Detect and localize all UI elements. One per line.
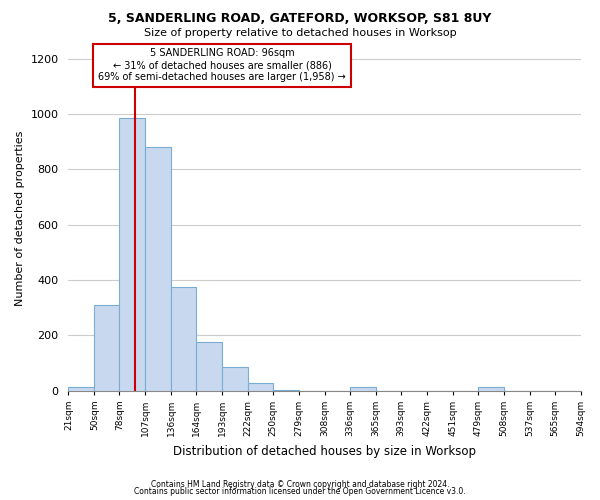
Bar xyxy=(273,390,299,391)
Text: Size of property relative to detached houses in Worksop: Size of property relative to detached ho… xyxy=(143,28,457,38)
Bar xyxy=(94,305,119,391)
Bar xyxy=(171,287,196,391)
Text: Contains HM Land Registry data © Crown copyright and database right 2024.: Contains HM Land Registry data © Crown c… xyxy=(151,480,449,489)
Bar xyxy=(119,118,145,391)
Bar xyxy=(222,368,248,391)
Bar xyxy=(196,342,222,391)
Bar xyxy=(68,386,94,391)
X-axis label: Distribution of detached houses by size in Worksop: Distribution of detached houses by size … xyxy=(173,444,476,458)
Bar xyxy=(350,388,376,391)
Text: 5 SANDERLING ROAD: 96sqm
← 31% of detached houses are smaller (886)
69% of semi-: 5 SANDERLING ROAD: 96sqm ← 31% of detach… xyxy=(98,48,346,82)
Bar xyxy=(248,384,273,391)
Bar xyxy=(145,148,171,391)
Bar xyxy=(478,388,503,391)
Y-axis label: Number of detached properties: Number of detached properties xyxy=(15,130,25,306)
Text: Contains public sector information licensed under the Open Government Licence v3: Contains public sector information licen… xyxy=(134,488,466,496)
Text: 5, SANDERLING ROAD, GATEFORD, WORKSOP, S81 8UY: 5, SANDERLING ROAD, GATEFORD, WORKSOP, S… xyxy=(109,12,491,26)
